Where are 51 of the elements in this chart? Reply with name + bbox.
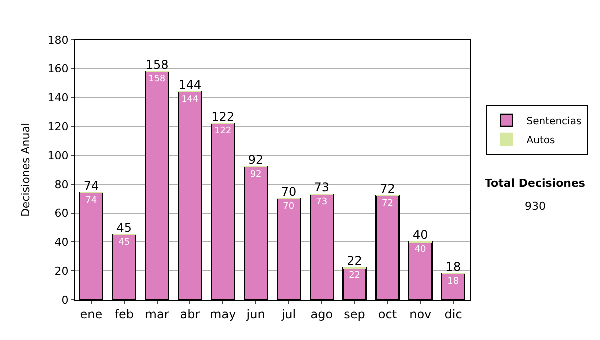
x-tick-label: oct xyxy=(378,307,398,322)
data-label: 73 xyxy=(316,198,328,208)
data-label: 70 xyxy=(283,202,295,212)
data-label: 74 xyxy=(86,196,98,206)
text: Total Decisiones xyxy=(485,177,586,190)
y-tick-label: 20 xyxy=(54,264,69,278)
x-tick-label: sep xyxy=(344,307,366,322)
data-label: 92 xyxy=(250,170,262,180)
y-tick-label: 100 xyxy=(48,149,69,162)
y-tick-label: 140 xyxy=(48,92,69,105)
total-label: 22 xyxy=(347,254,362,268)
data-label: 122 xyxy=(214,126,232,137)
y-tick-label: 160 xyxy=(48,62,69,76)
total-label: 40 xyxy=(412,228,428,242)
x-tick-label: ago xyxy=(310,307,334,322)
legend-label: Sentencias xyxy=(526,116,582,128)
total-label: 144 xyxy=(178,78,202,92)
x-tick-label: feb xyxy=(114,307,134,322)
total-label: 72 xyxy=(380,182,396,196)
total-label: 74 xyxy=(84,179,100,194)
text: 930 xyxy=(525,200,546,213)
x-tick-label: jul xyxy=(280,307,296,322)
data-label: 40 xyxy=(414,245,426,256)
x-tick-label: dic xyxy=(444,307,462,322)
data-label: 158 xyxy=(148,74,166,85)
data-label: 72 xyxy=(382,199,394,209)
total-label: 45 xyxy=(116,221,132,235)
y-tick-label: 60 xyxy=(54,207,69,220)
total-label: 70 xyxy=(281,184,297,199)
data-label: 18 xyxy=(448,277,460,287)
y-tick-label: 80 xyxy=(54,178,69,192)
data-label: 22 xyxy=(349,271,361,282)
x-tick-label: abr xyxy=(180,307,200,322)
x-tick-label: ene xyxy=(80,307,103,322)
y-tick-label: 120 xyxy=(48,120,69,134)
y-axis-title: Decisiones Anual xyxy=(19,122,32,218)
total-label: 92 xyxy=(248,153,264,168)
x-tick-label: may xyxy=(210,307,236,322)
x-tick-label: jun xyxy=(246,307,266,322)
total-label: 73 xyxy=(314,180,330,195)
total-label: 122 xyxy=(212,110,235,124)
data-label: 45 xyxy=(118,238,130,248)
x-tick-label: nov xyxy=(410,307,432,322)
data-label: 144 xyxy=(182,94,199,105)
y-tick-label: 40 xyxy=(54,236,69,250)
y-tick-label: 0 xyxy=(62,294,69,307)
total-label: 18 xyxy=(446,260,462,274)
legend-label: Autos xyxy=(526,135,556,146)
x-tick-label: mar xyxy=(145,307,170,322)
y-tick-label: 180 xyxy=(48,34,69,47)
total-label: 158 xyxy=(146,58,169,72)
